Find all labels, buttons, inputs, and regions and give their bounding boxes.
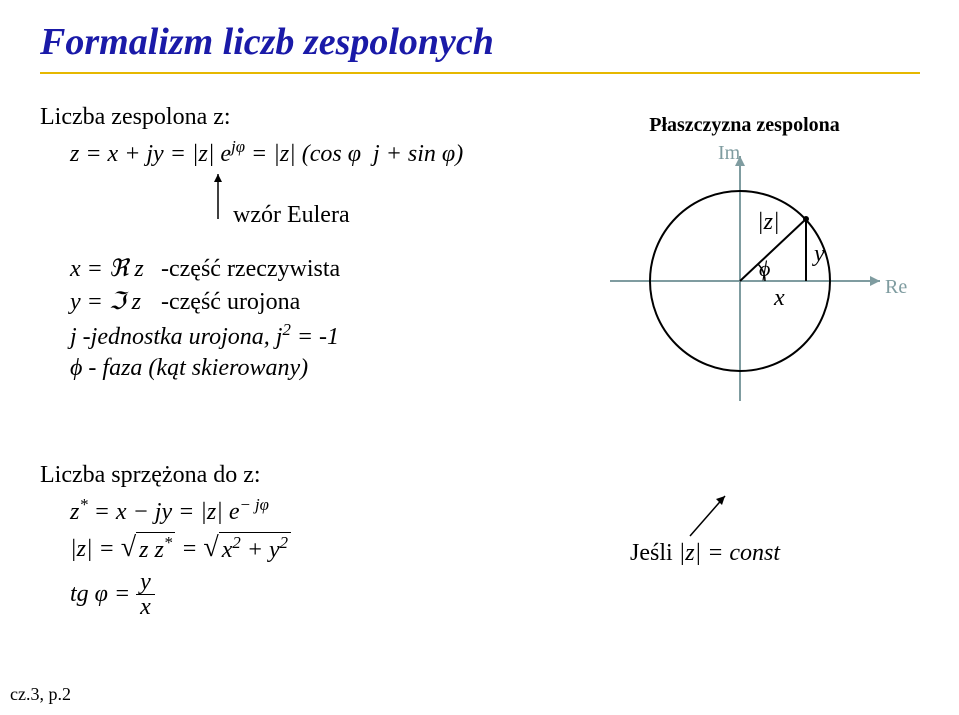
page-footer: cz.3, p.2: [10, 684, 71, 705]
sqrt2-body: x2 + y2: [219, 532, 291, 564]
def-im-desc: -część urojona: [161, 289, 300, 316]
tg-fraction: y x: [136, 570, 155, 619]
jesli-text: Jeśli |z| = const: [630, 540, 919, 567]
intro-text: Liczba zespolona z:: [40, 104, 520, 131]
euler-label: wzór Eulera: [233, 202, 350, 229]
conjugate-block: Liczba sprzężona do z: z* = x − jy = |z|…: [40, 462, 520, 619]
f2-eq: =: [181, 536, 203, 562]
euler-arrow-section: wzór Eulera: [198, 174, 520, 244]
f2-label: |z| =: [70, 536, 115, 562]
title-underline: [40, 72, 920, 74]
left-column: Liczba zespolona z: z = x + jy = |z| ejφ…: [40, 104, 520, 625]
x-label: x: [773, 285, 785, 311]
def-im-math: y = ℑ z: [70, 287, 155, 316]
def-re: x = ℜ z -część rzeczywista: [70, 254, 520, 283]
phi-label: ϕ: [759, 256, 770, 281]
def-re-desc: -część rzeczywista: [161, 256, 340, 283]
def-phi-text: ϕ - faza (kąt skierowany): [70, 355, 308, 382]
tg-den: x: [136, 595, 155, 619]
def-re-math: x = ℜ z: [70, 254, 155, 283]
tg-label: tg φ =: [70, 581, 130, 608]
formula-z: z = x + jy = |z| ejφ = |z| (cos φ j + si…: [70, 137, 520, 168]
conjugate-f2: |z| = √ z z* = √ x2 + y2: [70, 532, 520, 564]
sqrt2: √ x2 + y2: [203, 532, 291, 564]
definitions: x = ℜ z -część rzeczywista y = ℑ z -częś…: [70, 254, 520, 382]
y-label: y: [812, 241, 825, 267]
def-j: j -jednostka urojona, j2 = -1: [70, 320, 520, 351]
def-phi: ϕ - faza (kąt skierowany): [70, 355, 520, 382]
re-axis-label: Re: [885, 276, 907, 298]
complex-plane-diagram: Im Re |z| y x ϕ: [570, 141, 910, 421]
arrow-to-circle-icon: [630, 491, 750, 541]
jesli-formula: |z| = const: [679, 540, 780, 566]
tg-num: y: [136, 570, 155, 595]
sqrt1-body: z z*: [136, 532, 175, 564]
conjugate-f1: z* = x − jy = |z| e− jφ: [70, 495, 520, 526]
page-title: Formalizm liczb zespolonych: [40, 20, 919, 64]
conjugate-tg: tg φ = y x: [70, 570, 520, 619]
title-text: Formalizm liczb zespolonych: [40, 21, 494, 63]
diagram-title: Płaszczyzna zespolona: [570, 114, 919, 137]
def-im: y = ℑ z -część urojona: [70, 287, 520, 316]
conjugate-heading: Liczba sprzężona do z:: [40, 462, 520, 489]
im-axis-label: Im: [718, 142, 741, 164]
z-mag-label: |z|: [757, 209, 780, 235]
right-column: Płaszczyzna zespolona Im Re: [570, 104, 919, 625]
jesli-block: Jeśli |z| = const: [630, 491, 919, 567]
jesli-label: Jeśli: [630, 540, 679, 566]
sqrt1: √ z z*: [121, 532, 175, 564]
def-j-text: j -jednostka urojona, j2 = -1: [70, 320, 339, 351]
